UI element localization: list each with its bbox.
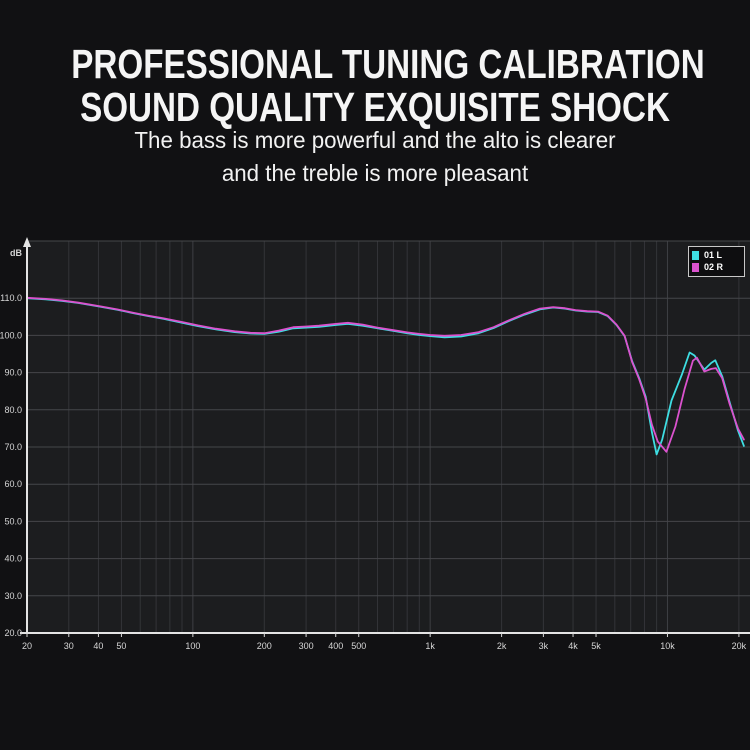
x-tick-label: 10k <box>660 641 675 651</box>
x-tick-label: 1k <box>425 641 435 651</box>
page-subtitle-line-1: The bass is more powerful and the alto i… <box>134 127 616 153</box>
page-subtitle-line-2: and the treble is more pleasant <box>221 160 529 186</box>
x-tick-label: 300 <box>299 641 314 651</box>
y-axis-arrow-icon <box>23 237 31 247</box>
legend-item-left-channel: 01 L <box>692 250 741 261</box>
x-tick-label: 3k <box>539 641 549 651</box>
y-tick-label: 50.0 <box>4 516 22 526</box>
y-tick-label: 70.0 <box>4 442 22 452</box>
curve-02-r <box>26 296 745 453</box>
x-tick-label: 500 <box>351 641 366 651</box>
x-tick-label: 2k <box>497 641 507 651</box>
y-tick-label: 110.0 <box>0 293 22 303</box>
legend-label-right: 02 R <box>704 262 724 272</box>
y-axis-unit-label: dB <box>10 248 22 258</box>
legend-swatch-left-icon <box>692 251 699 260</box>
y-tick-label: 100.0 <box>0 330 22 340</box>
y-tick-label: 30.0 <box>4 591 22 601</box>
x-tick-label: 400 <box>328 641 343 651</box>
y-tick-label: 40.0 <box>4 554 22 564</box>
chart-legend: 01 L 02 R <box>688 246 745 277</box>
plot-area <box>27 241 750 633</box>
x-tick-label: 100 <box>185 641 200 651</box>
page-title-line-1: PROFESSIONAL TUNING CALIBRATION <box>71 41 705 87</box>
legend-item-right-channel: 02 R <box>692 262 741 273</box>
x-tick-label: 20k <box>732 641 747 651</box>
frequency-response-chart: 110.0 100.0 90.0 80.0 70.0 60.0 50.0 40.0 30.0 20… <box>0 230 750 670</box>
y-tick-label: 60.0 <box>4 479 22 489</box>
x-tick-label: 5k <box>591 641 601 651</box>
x-tick-label: 30 <box>64 641 74 651</box>
y-tick-label: 90.0 <box>4 368 22 378</box>
x-tick-label: 200 <box>257 641 272 651</box>
x-tick-label: 50 <box>116 641 126 651</box>
y-tick-label: 20.0 <box>4 628 22 638</box>
x-tick-label: 40 <box>93 641 103 651</box>
x-tick-label: 4k <box>568 641 578 651</box>
legend-label-left: 01 L <box>704 250 723 260</box>
legend-swatch-right-icon <box>692 263 699 272</box>
chart-canvas: 110.0 100.0 90.0 80.0 70.0 60.0 50.0 40.0 30.0 20… <box>0 237 750 651</box>
page-title-line-2: SOUND QUALITY EXQUISITE SHOCK <box>80 84 670 130</box>
x-tick-label: 20 <box>22 641 32 651</box>
y-tick-label: 80.0 <box>4 405 22 415</box>
